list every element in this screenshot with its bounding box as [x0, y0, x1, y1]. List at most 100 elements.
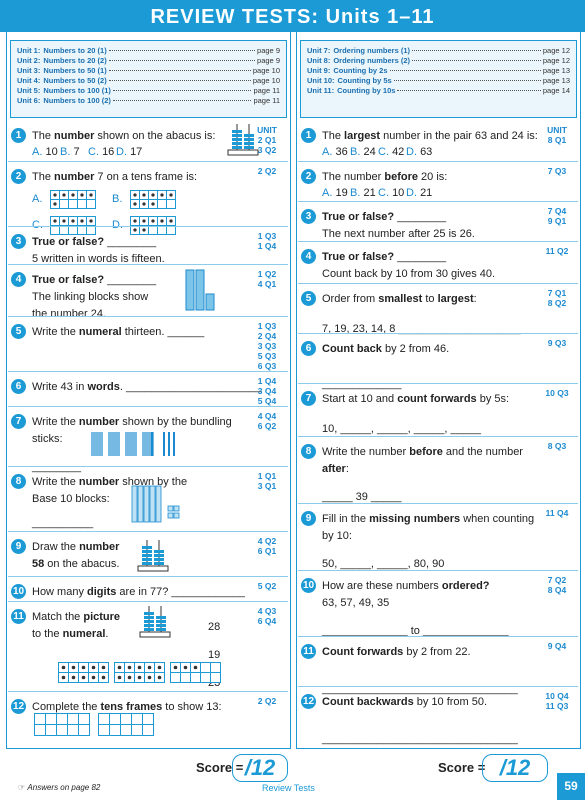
unit-ref: 4 Q4	[257, 411, 277, 421]
unit-title: Ordering numbers (2)	[333, 56, 411, 65]
shape	[101, 675, 106, 680]
shape	[200, 662, 211, 673]
illustration	[130, 216, 176, 235]
shape	[67, 713, 79, 725]
question-line: Write the numeral thirteen. ______	[32, 325, 204, 339]
shape	[169, 219, 173, 223]
option-letter: B.	[350, 187, 361, 199]
question-number: 8	[301, 444, 316, 459]
page-ref: page 13	[542, 66, 570, 75]
option: B. 7	[60, 146, 80, 158]
bold-text: numeral	[62, 628, 106, 640]
unit-ref: 4 Q2	[257, 536, 277, 546]
shape	[80, 193, 84, 197]
option: A.	[32, 193, 42, 205]
bold-text: True or false?	[32, 236, 105, 248]
shape	[166, 199, 176, 209]
page-ref: page 10	[252, 66, 280, 75]
left-column	[6, 32, 291, 749]
question-line: ________________________________	[322, 682, 518, 696]
unit-refs: 1 Q3 1 Q4	[250, 231, 284, 251]
bold-text: number	[54, 130, 95, 142]
text: to show 13:	[162, 701, 222, 713]
question-line: The number 7 on a tens frame is:	[32, 170, 197, 184]
question-number: 4	[301, 249, 316, 264]
question-line: Write the number before and the number	[322, 445, 523, 459]
unit-label: Unit 3:	[17, 66, 41, 75]
shape	[244, 138, 254, 141]
separator	[298, 570, 578, 571]
text: the number 24.	[32, 308, 106, 320]
leader	[389, 70, 541, 71]
unit-title: Ordering numbers (1)	[333, 46, 411, 55]
shape	[61, 665, 66, 670]
option: C. 16	[88, 146, 114, 158]
text: The next number after 25 is 26.	[322, 228, 475, 240]
shape	[131, 485, 138, 523]
text: 7 on a tens frame is:	[94, 171, 198, 183]
question-number: 4	[11, 272, 26, 287]
separator	[298, 241, 578, 242]
text: by 10:	[322, 530, 352, 542]
option-letter: C.	[88, 146, 99, 158]
shape	[144, 624, 154, 627]
option-value: 16	[102, 146, 115, 158]
unit-title: Numbers to 100 (2)	[43, 96, 111, 105]
shape	[151, 202, 155, 206]
option-value: 21	[420, 187, 433, 199]
shape	[142, 713, 154, 725]
separator	[8, 601, 288, 602]
question-line: Write the number shown by the	[32, 475, 187, 489]
unit-ref: 8 Q1	[547, 135, 567, 145]
option-letter: A.	[322, 187, 333, 199]
question-line: Count forwards by 2 from 22.	[322, 645, 471, 659]
contents-row: Unit 11: Counting by 10s page 14	[307, 86, 570, 96]
question-line: True or false? ________	[32, 273, 156, 287]
option-letter: B.	[350, 146, 361, 158]
page-ref: page 13	[542, 76, 570, 85]
separator	[8, 316, 288, 317]
shape	[139, 631, 171, 638]
shape	[144, 616, 154, 619]
option-letter: A.	[32, 193, 43, 205]
separator	[298, 333, 578, 334]
question-line: 7, 19, 23, 14, 8 ____________________	[322, 322, 521, 336]
shape	[98, 713, 110, 725]
question-number: 8	[11, 474, 26, 489]
option: C.	[32, 219, 43, 231]
unit-label: Unit 7:	[307, 46, 331, 55]
shape	[137, 675, 142, 680]
question-line: by 10:	[322, 529, 352, 543]
unit-title: Counting by 10s	[337, 86, 396, 95]
question-line: 63, 57, 49, 35	[322, 596, 389, 610]
unit-title: Numbers to 20 (2)	[43, 56, 107, 65]
option-value: 63	[420, 146, 433, 158]
unit-ref: 3 Q3	[257, 341, 277, 351]
bold-text: tens frames	[100, 701, 163, 713]
shape	[133, 228, 137, 232]
unit-label: Unit 9:	[307, 66, 331, 75]
leader	[412, 60, 541, 61]
text: 5 written in words is fifteen.	[32, 253, 165, 265]
unit-refs: 8 Q3	[540, 441, 574, 451]
shape	[133, 202, 137, 206]
bold-text: number	[54, 171, 95, 183]
separator	[298, 503, 578, 504]
option-letter: A.	[322, 146, 333, 158]
leader	[108, 80, 251, 81]
shape	[157, 665, 162, 670]
option-letter: D.	[406, 187, 417, 199]
shape	[143, 485, 150, 523]
shape	[195, 269, 205, 311]
text: are in 77? ____________	[116, 586, 245, 598]
separator	[298, 636, 578, 637]
text: :	[473, 293, 477, 305]
unit-title: Counting by 2s	[333, 66, 388, 75]
unit-label: Unit 4:	[17, 76, 41, 85]
question-number: 2	[301, 169, 316, 184]
shape	[169, 193, 173, 197]
shape	[53, 202, 57, 206]
question-line: to the numeral.	[32, 627, 108, 641]
unit-ref: 5 Q4	[257, 396, 277, 406]
unit-ref: 1 Q3	[257, 231, 277, 241]
